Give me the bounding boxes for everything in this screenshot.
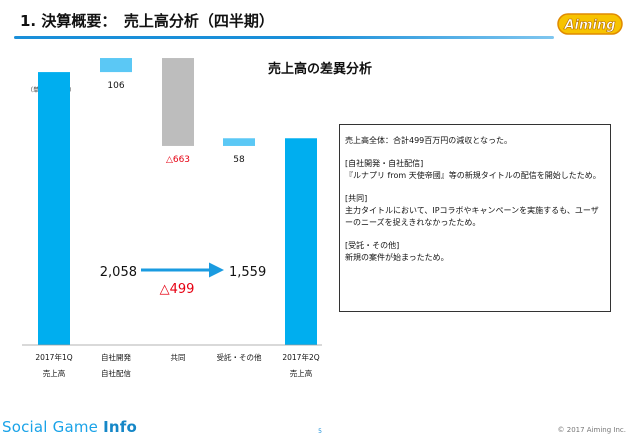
x-tick-label-1-0: 自社開発	[101, 352, 131, 362]
x-tick-label-2-0: 共同	[171, 353, 186, 362]
note-heading-contract: [受託・その他]	[345, 241, 400, 250]
data-label-2: △663	[166, 155, 190, 165]
note-body-contract: 新規の案件が始まったため。	[345, 253, 449, 262]
explanation-box: 売上高全体：合計499百万円の減収となった。 [自社開発・自社配信] 『ルナプリ…	[339, 124, 611, 312]
title-underline	[14, 36, 554, 39]
page-number: 5	[318, 428, 322, 435]
note-summary: 売上高全体：合計499百万円の減収となった。	[345, 136, 513, 145]
footer-brand: Social Game Info	[2, 418, 137, 436]
x-tick-label-4-1: 売上高	[290, 368, 313, 378]
copyright: © 2017 Aiming Inc.	[557, 426, 626, 434]
x-tick-label-0-0: 2017年1Q	[35, 352, 72, 362]
bar-0	[38, 72, 70, 345]
data-label-3: 58	[233, 155, 245, 165]
note-body-in-house: 『ルナプリ from 天使帝國』等の新規タイトルの配信を開始したため。	[345, 171, 601, 180]
annotation-change-value: △499	[160, 282, 195, 297]
note-body-joint: 主力タイトルにおいて、IPコラボやキャンペーンを実施するも、ユーザーのニーズを捉…	[345, 206, 599, 227]
data-label-1: 106	[107, 81, 124, 91]
x-tick-label-3-0: 受託・その他	[217, 352, 262, 362]
annotation-to-value: 1,559	[229, 265, 266, 280]
note-heading-in-house: [自社開発・自社配信]	[345, 159, 424, 168]
x-tick-label-0-1: 売上高	[43, 368, 66, 378]
bar-4	[285, 138, 317, 345]
annotation-from-value: 2,058	[100, 265, 137, 280]
bar-3	[223, 138, 255, 146]
x-tick-label-1-1: 自社配信	[101, 368, 131, 378]
slide-title: 1. 決算概要： 売上高分析（四半期）	[20, 12, 274, 30]
chart-title: 売上高の差異分析	[267, 62, 372, 77]
aiming-logo: Aiming	[557, 13, 623, 35]
x-tick-label-4-0: 2017年2Q	[282, 352, 319, 362]
bar-2	[162, 58, 194, 146]
footer-brand-suffix: Info	[103, 418, 137, 436]
logo-text: Aiming	[563, 18, 615, 33]
note-heading-joint: [共同]	[345, 194, 368, 203]
bar-1	[100, 58, 132, 73]
footer-brand-prefix: Social Game	[2, 418, 104, 436]
